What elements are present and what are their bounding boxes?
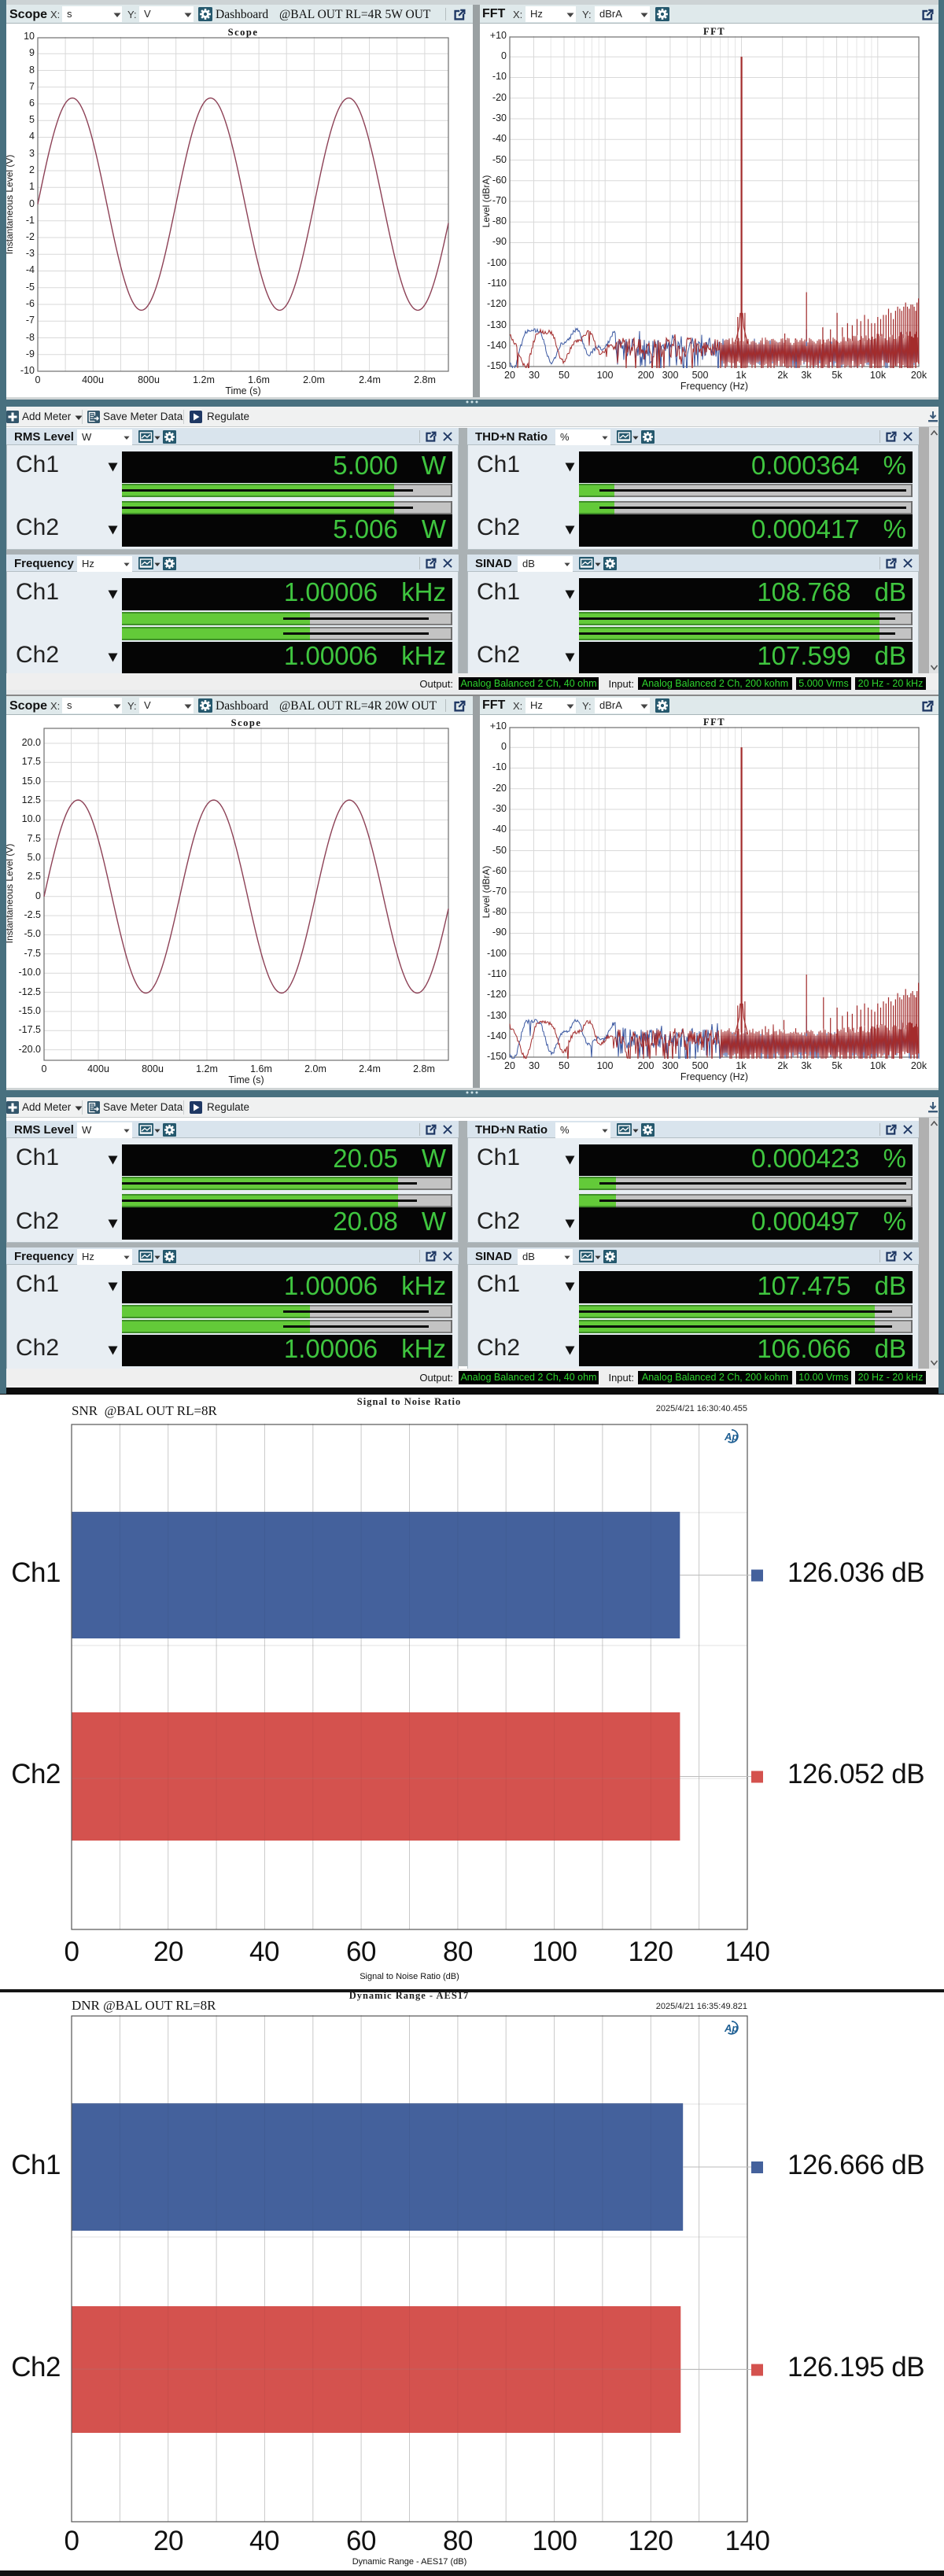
svg-text:Level (dBrA): Level (dBrA) — [481, 175, 492, 228]
svg-text:Ap: Ap — [724, 2022, 738, 2034]
svg-text:Instantaneous Level (V): Instantaneous Level (V) — [4, 844, 15, 944]
svg-text:Ap: Ap — [724, 1431, 738, 1443]
svg-text:Instantaneous Level (V): Instantaneous Level (V) — [4, 155, 15, 255]
svg-text:Level (dBrA): Level (dBrA) — [481, 866, 492, 919]
